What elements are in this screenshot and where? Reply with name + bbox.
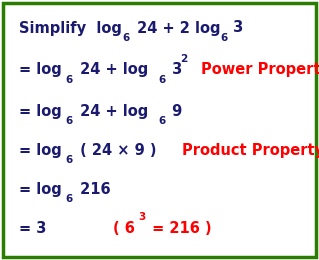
Text: = 3: = 3 (19, 221, 47, 236)
Text: ( 6: ( 6 (113, 221, 135, 236)
Text: 6: 6 (65, 194, 73, 204)
Text: 6: 6 (65, 116, 73, 126)
Text: 6: 6 (158, 75, 165, 85)
Text: ( 24 × 9 ): ( 24 × 9 ) (75, 143, 156, 158)
Text: 216: 216 (75, 182, 111, 197)
Text: 6: 6 (123, 33, 130, 43)
Text: = log: = log (19, 143, 62, 158)
Text: 9: 9 (167, 104, 183, 119)
Text: = log: = log (19, 62, 62, 77)
Text: 24 + 2 log: 24 + 2 log (132, 21, 221, 36)
Text: Power Property: Power Property (201, 62, 319, 77)
Text: 6: 6 (65, 155, 73, 165)
Text: Product Property: Product Property (182, 143, 319, 158)
Text: = log: = log (19, 104, 62, 119)
Text: Simplify  log: Simplify log (19, 21, 122, 36)
Text: 24 + log: 24 + log (75, 104, 148, 119)
Text: 6: 6 (158, 116, 165, 126)
Text: 24 + log: 24 + log (75, 62, 148, 77)
Text: 3: 3 (139, 212, 146, 222)
Text: 2: 2 (180, 54, 188, 64)
Text: = log: = log (19, 182, 62, 197)
Text: 3: 3 (167, 62, 183, 77)
Text: 6: 6 (220, 33, 227, 43)
Text: 6: 6 (65, 75, 73, 85)
Text: = 216 ): = 216 ) (147, 221, 211, 236)
Text: 3: 3 (228, 21, 243, 36)
